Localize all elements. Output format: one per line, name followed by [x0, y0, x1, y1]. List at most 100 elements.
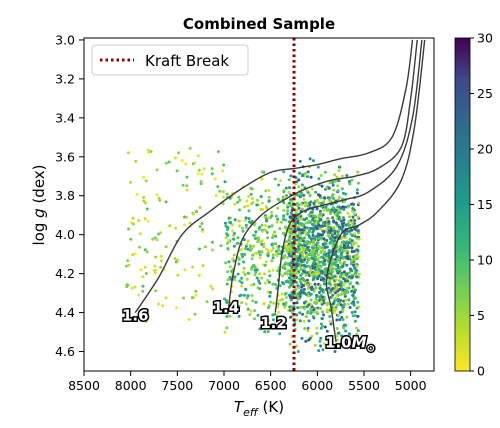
scatter-point [312, 219, 316, 223]
scatter-point [254, 300, 258, 304]
scatter-point [354, 326, 358, 330]
scatter-point [296, 204, 300, 208]
scatter-point [195, 210, 199, 214]
scatter-point [154, 255, 158, 259]
scatter-point [264, 217, 268, 221]
scatter-point [236, 200, 240, 204]
scatter-point [320, 184, 324, 188]
scatter-point [328, 237, 332, 241]
y-tick-label: 3.8 [55, 188, 75, 203]
scatter-point [247, 217, 251, 221]
x-tick-label: 5000 [395, 378, 427, 393]
scatter-point [232, 253, 236, 257]
scatter-point [308, 194, 312, 198]
scatter-point [289, 296, 293, 300]
scatter-point [319, 344, 323, 348]
scatter-point [347, 215, 351, 219]
colorbar-tick-label: 15 [477, 197, 493, 212]
scatter-point [297, 247, 301, 251]
scatter-point [321, 295, 325, 299]
scatter-point [210, 240, 214, 244]
scatter-point [350, 259, 354, 263]
evolution-track [134, 39, 414, 313]
scatter-point [333, 173, 337, 177]
scatter-point [267, 280, 271, 284]
scatter-point [313, 200, 317, 203]
scatter-point [264, 228, 268, 232]
scatter-point [185, 188, 189, 192]
scatter-point [295, 313, 299, 317]
scatter-point [260, 170, 264, 174]
scatter-point [336, 233, 340, 237]
colorbar: 0 5 10 15 20 25 30 [454, 31, 493, 379]
scatter-point [228, 314, 232, 318]
scatter-point [347, 246, 351, 249]
scatter-point [127, 263, 131, 267]
scatter-point [310, 254, 314, 258]
scatter-point [164, 245, 168, 249]
scatter-point [276, 269, 280, 273]
scatter-point [155, 168, 159, 172]
scatter-point [274, 249, 278, 253]
scatter-point [233, 218, 237, 222]
scatter-point [266, 324, 270, 328]
scatter-point [336, 205, 340, 209]
scatter-point [240, 226, 244, 230]
scatter-point [310, 210, 314, 214]
scatter-point [244, 287, 248, 291]
scatter-point [251, 253, 255, 257]
scatter-point [356, 170, 360, 174]
scatter-point [335, 259, 339, 263]
scatter-point [240, 276, 244, 280]
colorbar-tick-label: 20 [477, 142, 493, 157]
scatter-point [314, 301, 318, 305]
scatter-point [344, 323, 348, 327]
scatter-point [221, 169, 225, 173]
scatter-point [327, 249, 331, 252]
scatter-point [288, 254, 292, 258]
scatter-point [312, 226, 316, 230]
scatter-point [349, 232, 353, 236]
scatter-point [280, 292, 284, 296]
scatter-point [157, 196, 161, 200]
scatter-point [284, 296, 288, 299]
scatter-point [350, 269, 354, 273]
scatter-point [126, 259, 130, 263]
scatter-point [236, 236, 240, 240]
scatter-point [275, 254, 279, 258]
scatter-point [201, 264, 205, 268]
scatter-point [149, 150, 153, 153]
scatter-point [304, 241, 307, 245]
scatter-point [342, 234, 346, 238]
scatter-point [351, 293, 355, 297]
scatter-point [301, 174, 304, 178]
scatter-point [134, 159, 138, 163]
scatter-point [347, 332, 351, 336]
scatter-point [188, 221, 192, 225]
scatter-point [298, 221, 302, 225]
scatter-point [246, 239, 250, 243]
scatter-point [258, 272, 262, 276]
scatter-point [264, 189, 268, 193]
scatter-point [317, 223, 321, 227]
scatter-point [350, 246, 354, 250]
scatter-point [164, 200, 168, 204]
scatter-point [288, 269, 292, 273]
scatter-point [315, 331, 319, 335]
scatter-point [336, 184, 340, 188]
scatter-point [350, 311, 354, 314]
scatter-point [210, 167, 214, 171]
scatter-point [151, 237, 155, 241]
scatter-point [303, 258, 307, 262]
scatter-point [321, 288, 325, 292]
scatter-point [345, 286, 349, 290]
scatter-point [282, 208, 286, 212]
scatter-point [346, 279, 350, 283]
scatter-point [155, 193, 159, 197]
scatter-point [267, 225, 271, 229]
scatter-point [287, 220, 291, 224]
scatter-point [340, 315, 344, 319]
scatter-point [311, 250, 315, 254]
scatter-point [133, 285, 137, 289]
scatter-point [234, 304, 238, 308]
